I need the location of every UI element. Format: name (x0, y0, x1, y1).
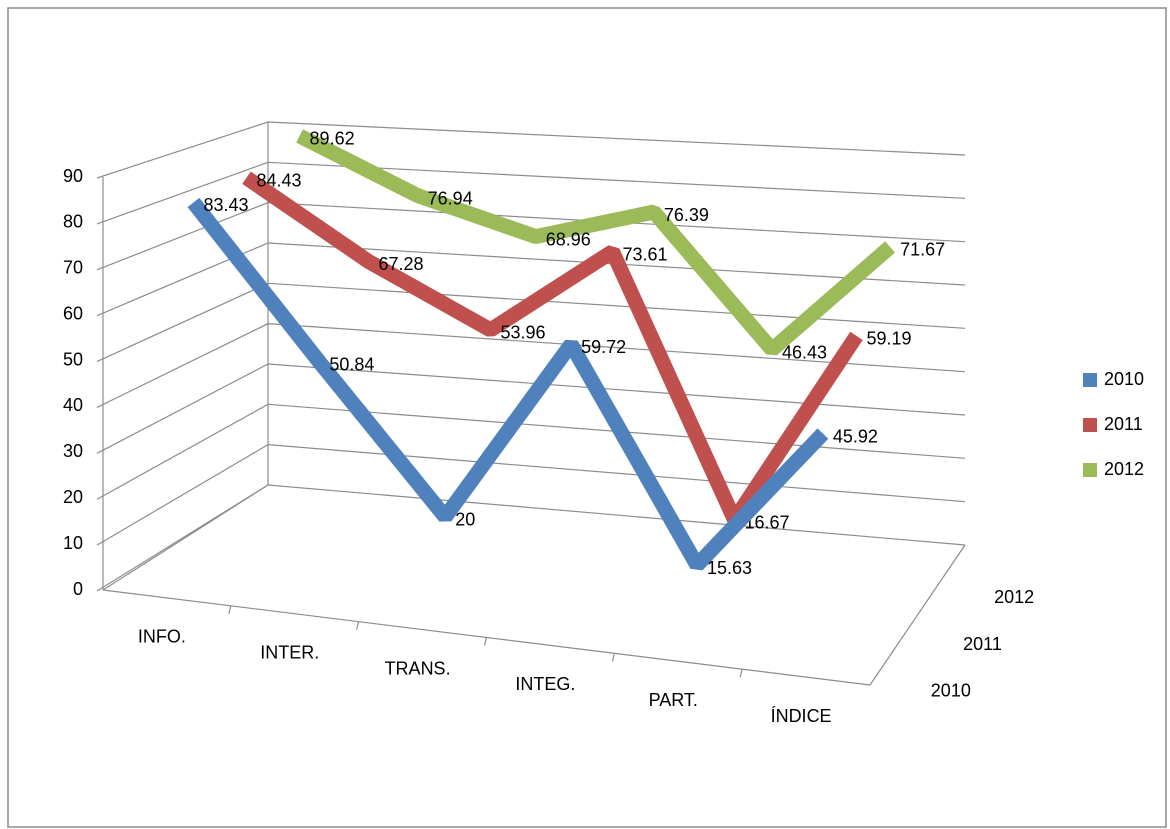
series-ribbon (242, 171, 863, 524)
legend-swatch (1083, 463, 1097, 477)
y-tick-label: 90 (63, 166, 83, 186)
x-tick-label: TRANS. (385, 658, 451, 678)
data-label: 73.61 (623, 244, 668, 264)
data-label: 20 (455, 510, 475, 530)
chart-border (7, 7, 1167, 828)
depth-axis-line (869, 544, 966, 686)
legend-label: 2012 (1104, 459, 1144, 479)
data-label: 16.67 (745, 512, 790, 532)
y-tick-label: 0 (73, 579, 83, 599)
data-label: 53.96 (501, 323, 546, 343)
grid-line (96, 242, 966, 317)
grid-line (96, 444, 966, 546)
grid-line (96, 161, 966, 225)
depth-tick-label: 2011 (963, 634, 1002, 654)
data-label: 46.43 (782, 342, 827, 362)
x-tick (611, 653, 615, 662)
x-tick (356, 621, 360, 630)
series-ribbon (296, 129, 896, 356)
y-tick-label: 80 (63, 212, 83, 232)
data-label: 50.84 (329, 355, 374, 375)
x-tick (739, 669, 743, 678)
data-label: 67.28 (379, 254, 424, 274)
data-label: 89.62 (310, 129, 355, 149)
legend-label: 2011 (1104, 414, 1143, 434)
data-label: 15.63 (707, 558, 752, 578)
x-tick-label: INTEG. (515, 674, 575, 694)
grid-line (96, 202, 966, 271)
x-tick-label: INFO. (138, 627, 186, 647)
legend-label: 2010 (1104, 369, 1144, 389)
series-ribbon (187, 197, 829, 571)
data-label: 76.39 (664, 205, 709, 225)
data-label: 45.92 (833, 426, 878, 446)
x-tick (228, 605, 232, 614)
grid-line (96, 363, 966, 454)
x-tick-label: INTER. (260, 643, 319, 663)
data-label: 76.94 (428, 188, 473, 208)
grid-line (96, 323, 966, 408)
data-label: 59.19 (867, 329, 912, 349)
depth-tick-label: 2012 (994, 587, 1034, 607)
data-label: 84.43 (257, 170, 302, 190)
y-tick-label: 50 (63, 349, 83, 369)
depth-tick-label: 2010 (931, 680, 971, 700)
y-tick-label: 40 (63, 395, 83, 415)
legend-swatch (1083, 373, 1097, 387)
x-tick-label: ÍNDICE (771, 706, 832, 726)
y-tick-label: 60 (63, 303, 83, 323)
x-tick-label: PART. (649, 690, 698, 710)
y-tick-label: 10 (63, 533, 83, 553)
grid-line (96, 121, 966, 179)
data-label: 59.72 (581, 337, 626, 357)
y-tick-label: 20 (63, 487, 83, 507)
legend-swatch (1083, 418, 1097, 432)
y-tick-label: 70 (63, 258, 83, 278)
x-tick (483, 637, 488, 646)
data-label: 83.43 (203, 195, 248, 215)
data-label: 68.96 (546, 229, 591, 249)
y-tick-label: 30 (63, 441, 83, 461)
data-label: 71.67 (900, 240, 945, 260)
grid-line (96, 403, 966, 500)
